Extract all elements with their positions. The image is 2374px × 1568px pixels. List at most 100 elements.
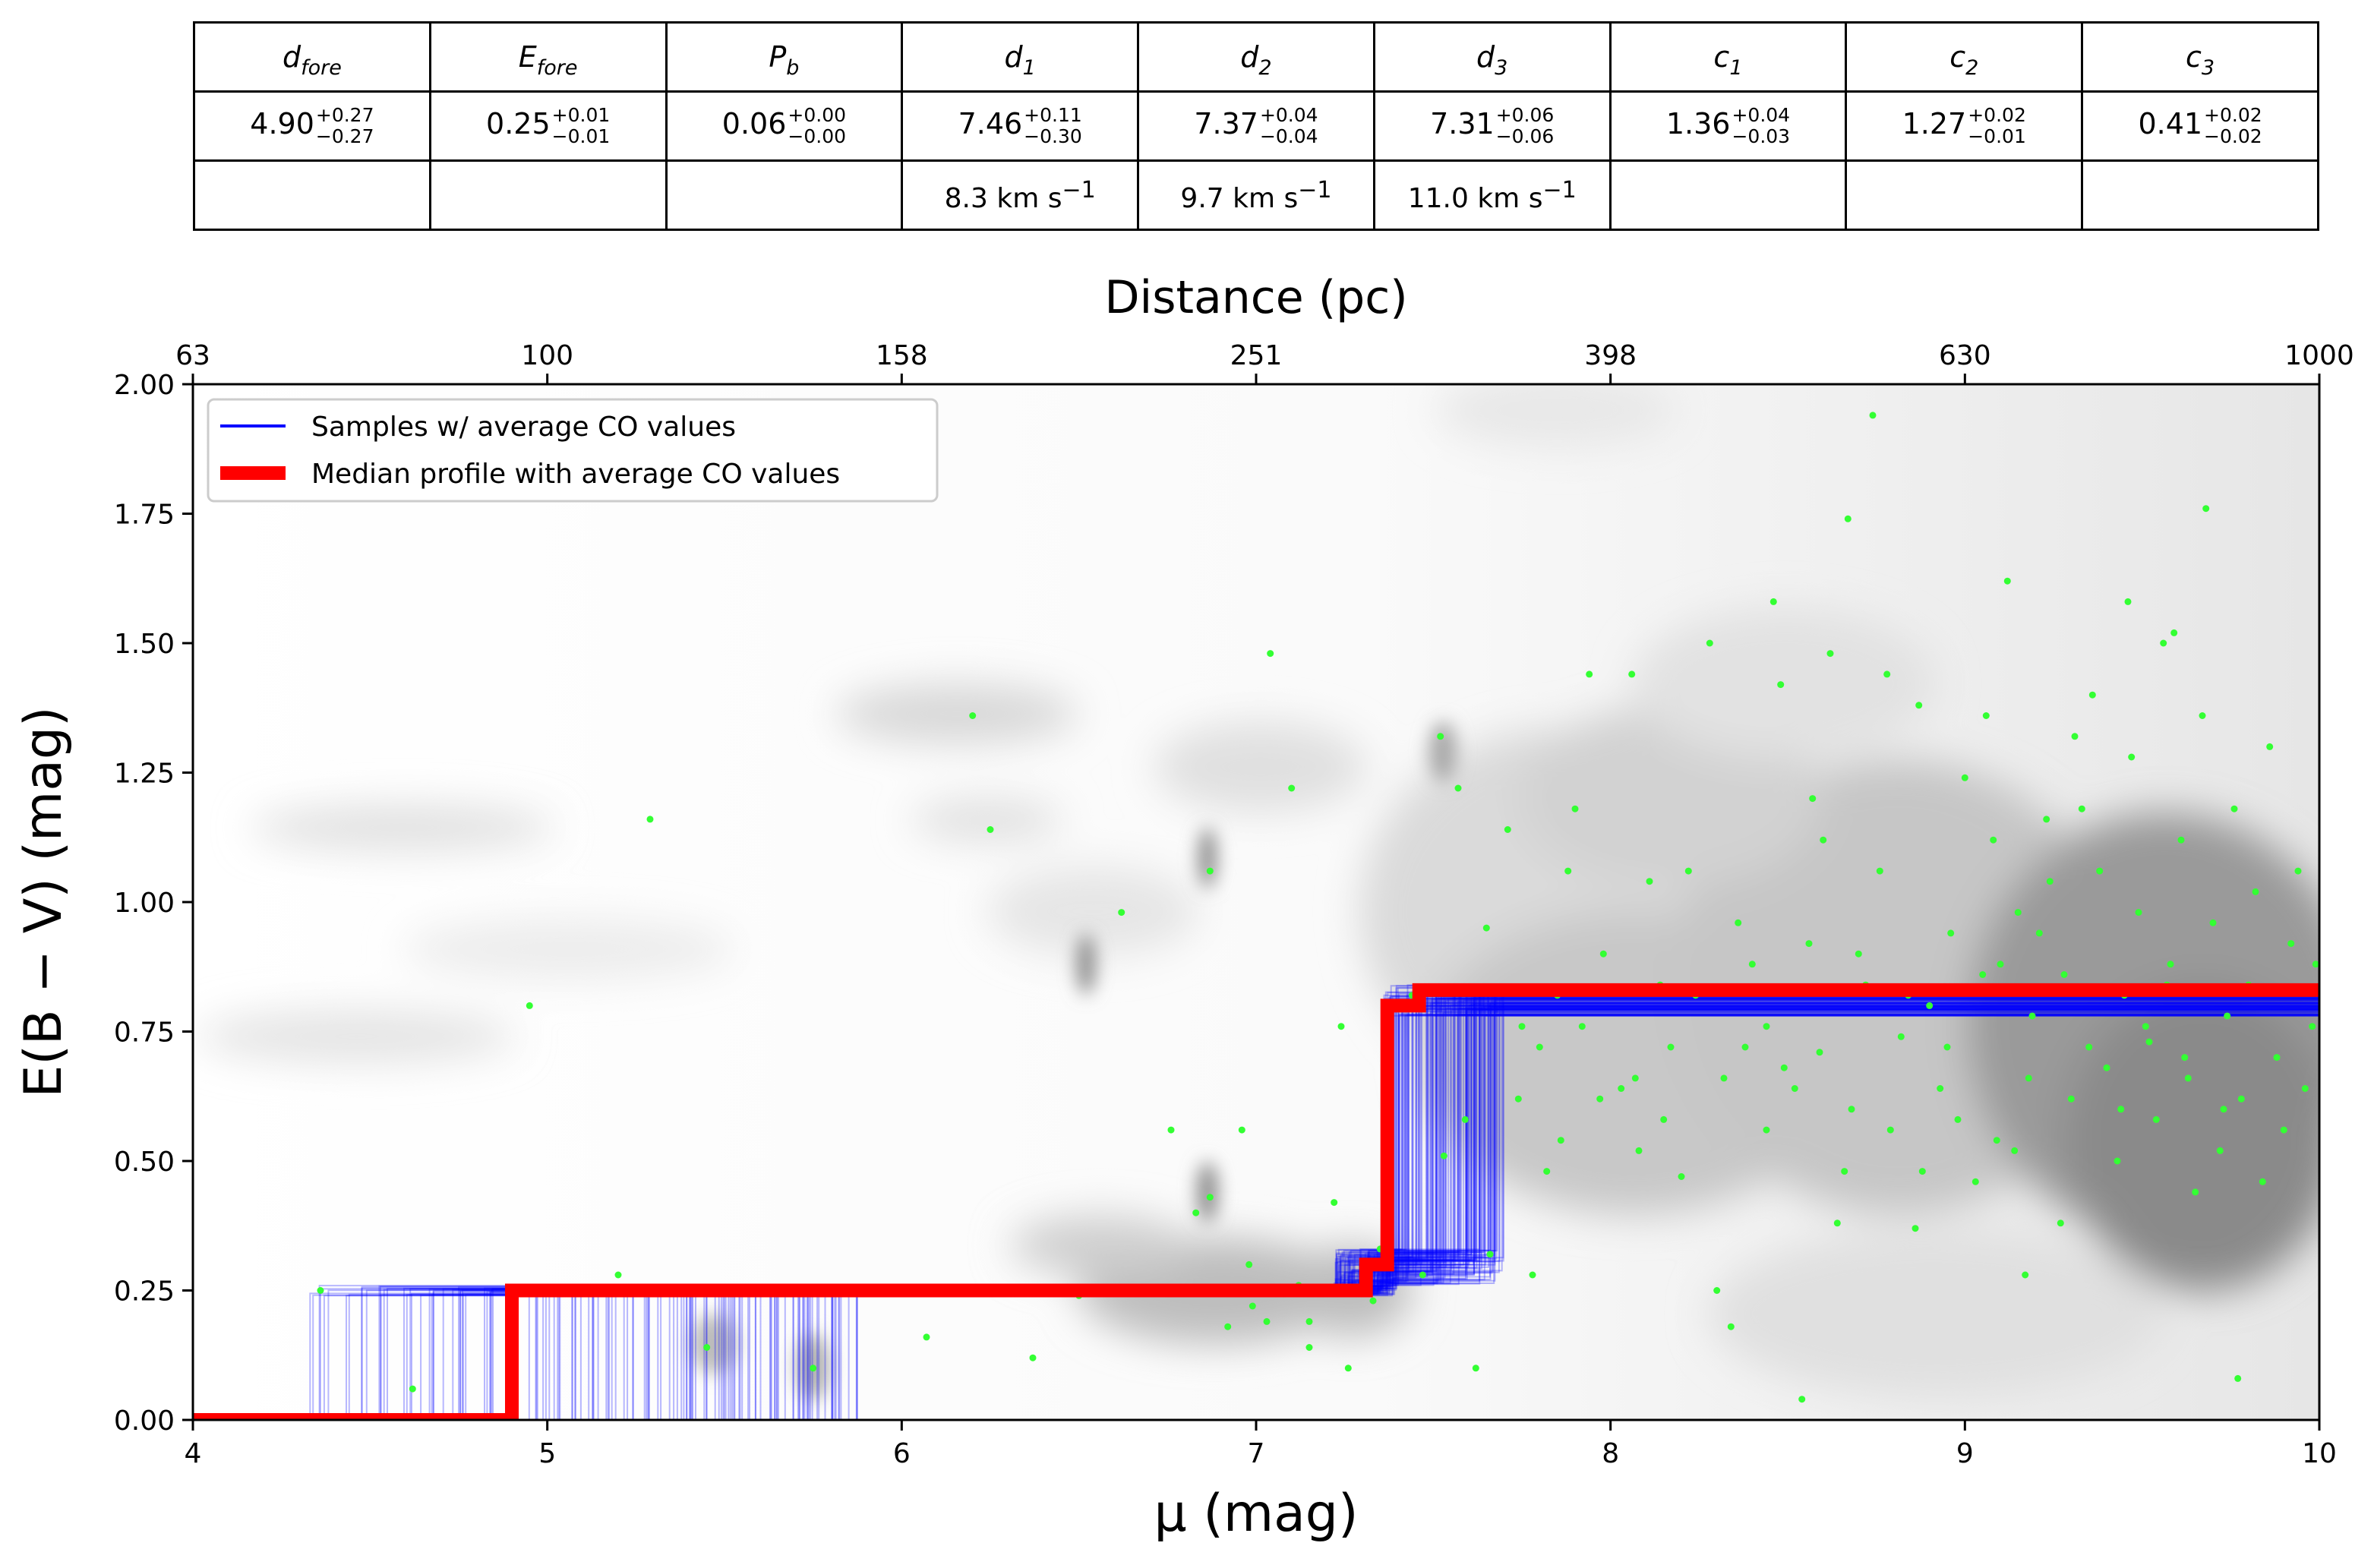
sample-profile-line [193, 1005, 2319, 1420]
header-symbol: c [1949, 40, 1966, 74]
sample-profile-line [193, 1009, 2319, 1420]
top-tick-label: 1000 [2284, 340, 2354, 371]
star-point [1167, 1126, 1175, 1134]
star-point [1631, 1074, 1639, 1082]
star-point [2177, 836, 2185, 844]
star-point [1635, 1147, 1643, 1154]
star-point [2192, 1188, 2199, 1196]
star-point [1029, 1354, 1037, 1361]
star-point [1979, 971, 1987, 978]
star-point [2117, 1106, 2125, 1113]
star-point [1288, 784, 1296, 792]
star-point [2312, 961, 2319, 968]
star-point [1763, 1126, 1770, 1134]
table-header-cell: d1 [901, 21, 1140, 93]
star-point [1192, 1209, 1200, 1216]
value-main: 1.27 [1902, 107, 1967, 140]
star-point [1809, 795, 1817, 803]
star-point [2230, 805, 2238, 812]
star-point [2060, 971, 2068, 978]
star-point [1912, 1225, 1919, 1232]
header-symbol: d [1240, 40, 1259, 74]
header-subscript: b [786, 56, 800, 80]
sample-profile-line [193, 1002, 2319, 1420]
sample-profile-line [193, 997, 2319, 1420]
velocity-exponent: −1 [1542, 176, 1577, 203]
top-tick-label: 251 [1230, 340, 1283, 371]
star-point [1990, 836, 1997, 844]
table-value-cell: 7.37 +0.04 −0.04 [1137, 90, 1375, 162]
value-plus-error: +0.04 [1259, 104, 1318, 126]
value-plus-error: +0.06 [1495, 104, 1555, 126]
star-point [1848, 1106, 1855, 1113]
header-subscript: 1 [1022, 56, 1036, 80]
table-velocity-cell: 9.7 km s−1 [1137, 159, 1375, 231]
value-minus-error: −0.04 [1259, 125, 1318, 147]
star-point [2167, 961, 2174, 968]
star-point [1543, 1168, 1551, 1175]
star-point [1982, 712, 1990, 719]
sample-profile-line [193, 998, 2319, 1420]
sample-profile-line [193, 998, 2319, 1420]
star-point [2259, 1178, 2266, 1185]
sample-profile-line [193, 1009, 2319, 1420]
sample-profile-line [193, 995, 2319, 1420]
value-plus-error: +0.27 [315, 104, 374, 126]
star-point [969, 712, 977, 719]
star-point [1997, 961, 2004, 968]
star-point [2216, 1147, 2224, 1154]
sample-profile-line [193, 1008, 2319, 1420]
star-point [987, 826, 994, 833]
sample-profile-line [193, 1011, 2319, 1420]
star-point [1646, 878, 1653, 885]
table-velocity-cell [665, 159, 904, 231]
header-symbol: d [1476, 40, 1495, 74]
sample-profile-line [193, 1003, 2319, 1420]
star-point [2234, 1374, 2242, 1382]
star-point [2170, 629, 2178, 636]
table-value-cell: 0.41 +0.02 −0.02 [2081, 90, 2319, 162]
y-tick-label: 0.75 [114, 1017, 175, 1049]
star-point [1791, 1085, 1798, 1092]
star-point [1118, 909, 1125, 917]
star-point [1586, 670, 1593, 678]
value-minus-error: −0.03 [1732, 125, 1791, 147]
star-point [1993, 1137, 2000, 1144]
table-header-cell: c3 [2081, 21, 2319, 93]
y-tick-label: 1.00 [114, 888, 175, 919]
table-velocity-cell [1845, 159, 2084, 231]
star-point [1844, 515, 1852, 522]
star-point [2301, 1085, 2309, 1092]
header-subscript: 3 [2201, 56, 2215, 80]
star-point [1564, 867, 1572, 875]
table-header-cell: c1 [1608, 21, 1848, 93]
sample-profile-line [193, 992, 2319, 1420]
star-point [1571, 805, 1579, 812]
value-errors: +0.00 −0.00 [788, 105, 846, 147]
value-main: 7.37 [1194, 107, 1258, 140]
value-minus-error: −0.01 [551, 125, 611, 147]
star-point [1482, 924, 1490, 932]
star-point [2252, 888, 2259, 895]
value-minus-error: −0.06 [1495, 125, 1555, 147]
y-tick-label: 0.00 [114, 1406, 175, 1437]
sample-profile-line [193, 999, 2319, 1420]
header-subscript: 3 [1495, 56, 1508, 80]
legend-median-label: Median profile with average CO values [311, 459, 840, 490]
star-point [1440, 1152, 1447, 1159]
star-point [1763, 1023, 1770, 1030]
sample-profile-line [193, 1005, 2319, 1420]
sample-profile-line [193, 989, 2319, 1420]
star-point [1897, 1033, 1905, 1040]
sample-profile-line [193, 995, 2319, 1420]
star-point [2096, 867, 2104, 875]
sample-profile-line [193, 985, 2319, 1420]
header-subscript: fore [536, 56, 578, 80]
star-point [2003, 577, 2011, 585]
star-point [526, 1002, 533, 1009]
sample-profile-line [193, 984, 2319, 1420]
header-symbol: E [518, 40, 537, 74]
star-point [2309, 1023, 2316, 1030]
star-point [2220, 1106, 2227, 1113]
value-main: 7.46 [958, 107, 1023, 140]
